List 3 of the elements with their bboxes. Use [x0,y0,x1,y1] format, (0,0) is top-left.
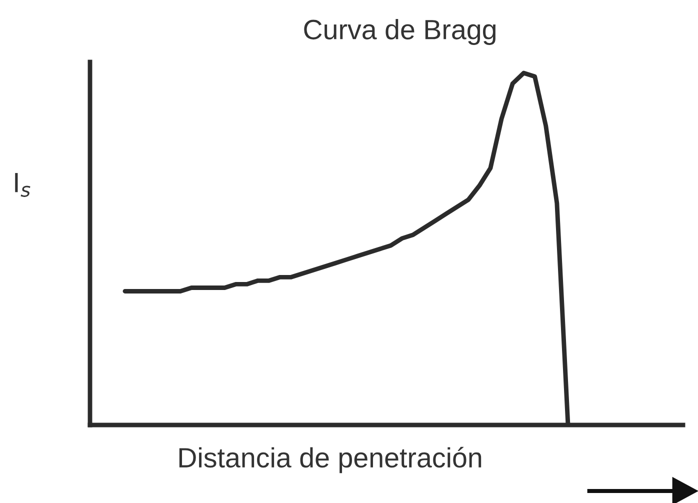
y-axis-title: I$_{s}$ [15,173,30,197]
x-axis-title: Distancia de penetración [179,446,482,474]
chart-title: Curva de Bragg [304,19,496,45]
